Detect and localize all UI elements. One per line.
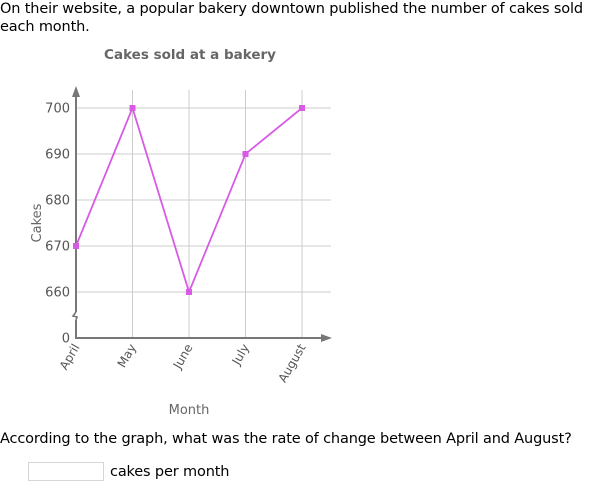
intro-text: On their website, a popular bakery downt… [0, 1, 583, 35]
y-tick-label: 0 [62, 332, 70, 347]
x-axis-label: Month [169, 403, 210, 418]
question-text: According to the graph, what was the rat… [0, 431, 572, 447]
data-point [73, 243, 79, 249]
y-axis-arrow-icon [72, 86, 80, 97]
y-axis-label: Cakes [30, 203, 45, 242]
rate-answer-input[interactable] [28, 462, 104, 481]
y-tick-label: 690 [45, 148, 70, 163]
x-tick-label: June [170, 342, 196, 373]
x-tick-label: April [57, 342, 83, 373]
x-tick-label: August [275, 341, 308, 385]
data-point [186, 289, 192, 295]
x-tick-labels: April May June July August [57, 341, 309, 385]
x-tick-label: July [229, 342, 252, 369]
data-point [242, 151, 249, 157]
unit-label: cakes per month [110, 463, 230, 480]
data-point [299, 105, 305, 111]
y-tick-label: 680 [45, 194, 70, 209]
x-axis-arrow-icon [321, 334, 332, 342]
data-series [73, 105, 305, 295]
y-tick-labels: 0 660 670 680 690 700 [45, 102, 70, 347]
x-tick-label: May [115, 342, 140, 370]
axis-break-icon [71, 311, 79, 321]
data-point [129, 105, 136, 111]
answer-row: cakes per month [28, 462, 229, 481]
grid-lines [76, 90, 331, 338]
y-tick-label: 660 [45, 286, 70, 301]
y-tick-label: 670 [45, 240, 70, 255]
chart-title: Cakes sold at a bakery [104, 47, 276, 63]
y-tick-label: 700 [45, 102, 70, 117]
axes [71, 86, 332, 342]
